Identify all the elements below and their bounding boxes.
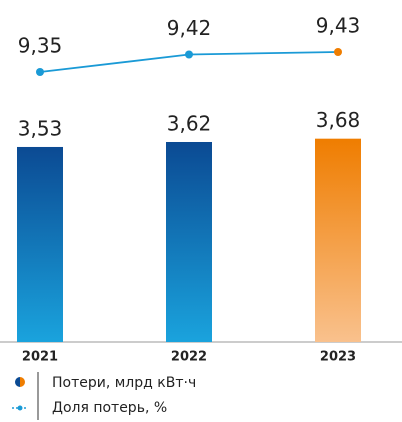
data-label: 9,42 [167,16,212,40]
legend-label: Доля потерь, % [52,400,167,416]
line-point [185,50,193,59]
x-tick-label: 2021 [22,350,58,365]
bar [315,138,361,342]
data-label: 3,68 [316,108,361,132]
legend-icon-line [12,405,28,411]
line-point [36,68,44,76]
x-tick-label: 2022 [171,350,207,365]
legend-icon-bar [15,377,25,387]
data-label: 9,35 [18,34,63,58]
legend-label: Потери, млрд кВт·ч [52,375,196,391]
bar [17,146,63,342]
data-label: 9,43 [316,14,361,38]
data-label: 3,53 [18,116,63,140]
x-tick-label: 2023 [320,350,356,365]
bar [166,141,212,342]
line-point [334,48,342,56]
data-label: 3,62 [167,111,212,135]
